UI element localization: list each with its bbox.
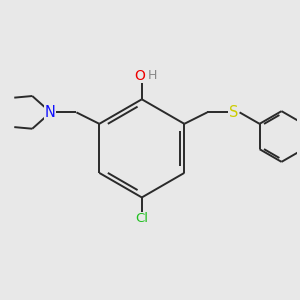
Text: S: S — [229, 105, 238, 120]
Text: Cl: Cl — [135, 212, 148, 225]
Text: N: N — [45, 105, 56, 120]
Text: O: O — [135, 69, 146, 82]
Text: H: H — [148, 69, 157, 82]
